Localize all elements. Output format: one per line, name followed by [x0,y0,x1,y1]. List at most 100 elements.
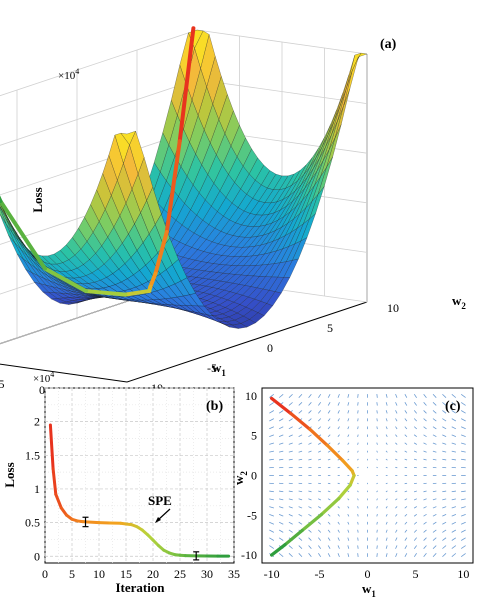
panel-c-arrow [413,434,417,438]
panel-c-arrow [451,426,457,430]
panel-c-arrow [357,537,359,541]
panel-c-arrow [269,393,275,398]
panel-c-arrow [376,442,378,445]
panel-a-x-axis-label: w1 [212,360,226,378]
panel-b-y-tick-label: 1 [34,482,40,496]
panel-c-arrow [423,426,427,430]
panel-a-surface-cell [337,70,353,121]
panel-c-arrow [432,410,437,414]
panel-c-arrow [395,506,398,509]
panel-c-arrow [395,393,398,398]
panel-c-arrow [413,506,417,509]
panel-c-arrow [357,442,359,445]
panel-c-y-tick-label: 10 [245,389,257,403]
panel-c-arrow [269,490,274,493]
panel-c-arrow [423,498,427,501]
panel-c-arrow [279,458,284,461]
panel-c-arrow [432,545,437,549]
panel-c-arrow [337,434,340,438]
panel-c-arrow [404,402,408,406]
panel-c-arrow [318,553,322,558]
panel-c-arrow [308,458,312,461]
panel-c-arrow [404,545,408,549]
panel-c-arrow [318,450,322,453]
panel-c-arrow [451,410,457,414]
panel-c-arrow [442,426,447,430]
panel-c-arrow [308,434,312,438]
panel-c-arrow [308,418,312,422]
panel-c-arrow [318,537,322,541]
panel-c-arrow [385,498,388,501]
panel-c-arrow [376,418,378,422]
panel-c-arrow [269,498,274,501]
panel-c-arrow [376,506,378,509]
panel-c-arrow [461,442,466,445]
panel-c-arrow [327,537,331,541]
panel-c-arrow [413,410,417,414]
panel-c-arrow [347,394,350,398]
panel-a-base-edge [126,301,368,383]
panel-c-arrow [288,458,293,461]
panel-c-arrow [357,545,359,549]
panel-c-arrow [395,442,398,445]
panel-c-arrow [451,490,456,493]
panel-c-arrow [395,402,398,406]
panel-c-arrow [327,418,331,422]
panel-c-arrow [395,490,398,493]
panel-c-arrow [451,498,457,501]
panel-b-y-tick-label: 0 [34,549,40,563]
panel-c-arrow [413,490,417,493]
panel-c-arrow [395,529,398,533]
panel-c-arrow [269,458,274,461]
panel-c-arrow [288,529,293,533]
panel-c-arrow [395,545,398,549]
panel-b-y-axis-label: Loss [2,462,17,487]
panel-c-arrow [385,402,388,406]
panel-c-arrow [413,458,417,461]
panel-c-arrow [385,521,388,525]
panel-c-arrow [337,513,340,517]
panel-c-arrow [327,498,331,501]
panel-c-arrow [461,498,466,501]
panel-a-loss-surface [0,29,368,329]
panel-c-arrow [308,506,312,509]
panel-c-x-axis-label: w1 [362,581,376,599]
panel-a-trajectory-segment [84,289,128,297]
panel-b-label: (b) [206,399,223,414]
panel-c-arrow [460,393,466,398]
panel-c-arrow [423,402,427,406]
panel-c-arrow [404,513,408,517]
panel-c-x-tick-label: 5 [412,567,418,581]
panel-c-arrow [423,410,427,414]
panel-c-arrow [442,545,447,549]
panel-c-trajectory-segment [269,543,287,557]
panel-c-arrow [413,426,417,430]
panel-c-arrow [327,458,331,461]
panel-c-arrow [318,545,322,549]
panel-b-line-segment [54,492,63,510]
panel-c-arrow [298,402,303,406]
panel-c-arrow [432,529,437,533]
panel-c-arrow [337,466,340,469]
panel-c-arrow [432,490,437,493]
panel-b-x-tick-label: 25 [174,567,186,581]
panel-c-arrow [278,514,284,517]
panel-c-arrow [288,426,293,430]
panel-c-arrow [278,434,284,437]
panel-c-arrow [327,402,331,406]
panel-c-arrow [385,418,388,422]
panel-c-arrow [327,513,331,517]
panel-c-arrow [376,450,378,453]
panel-c-arrow [404,434,408,438]
panel-c-arrow [404,393,408,398]
panel-c-arrow [347,426,350,430]
panel-c-arrow [337,506,340,509]
panel-b-x-tick-label: 30 [201,567,213,581]
panel-c-arrow [308,450,312,453]
panel-c-arrow [357,418,359,422]
panel-c-trajectory [269,396,356,557]
panel-b-error-bars [82,516,200,561]
panel-c-arrow [385,513,388,517]
panel-a-z-axis-label: Loss [30,187,45,212]
